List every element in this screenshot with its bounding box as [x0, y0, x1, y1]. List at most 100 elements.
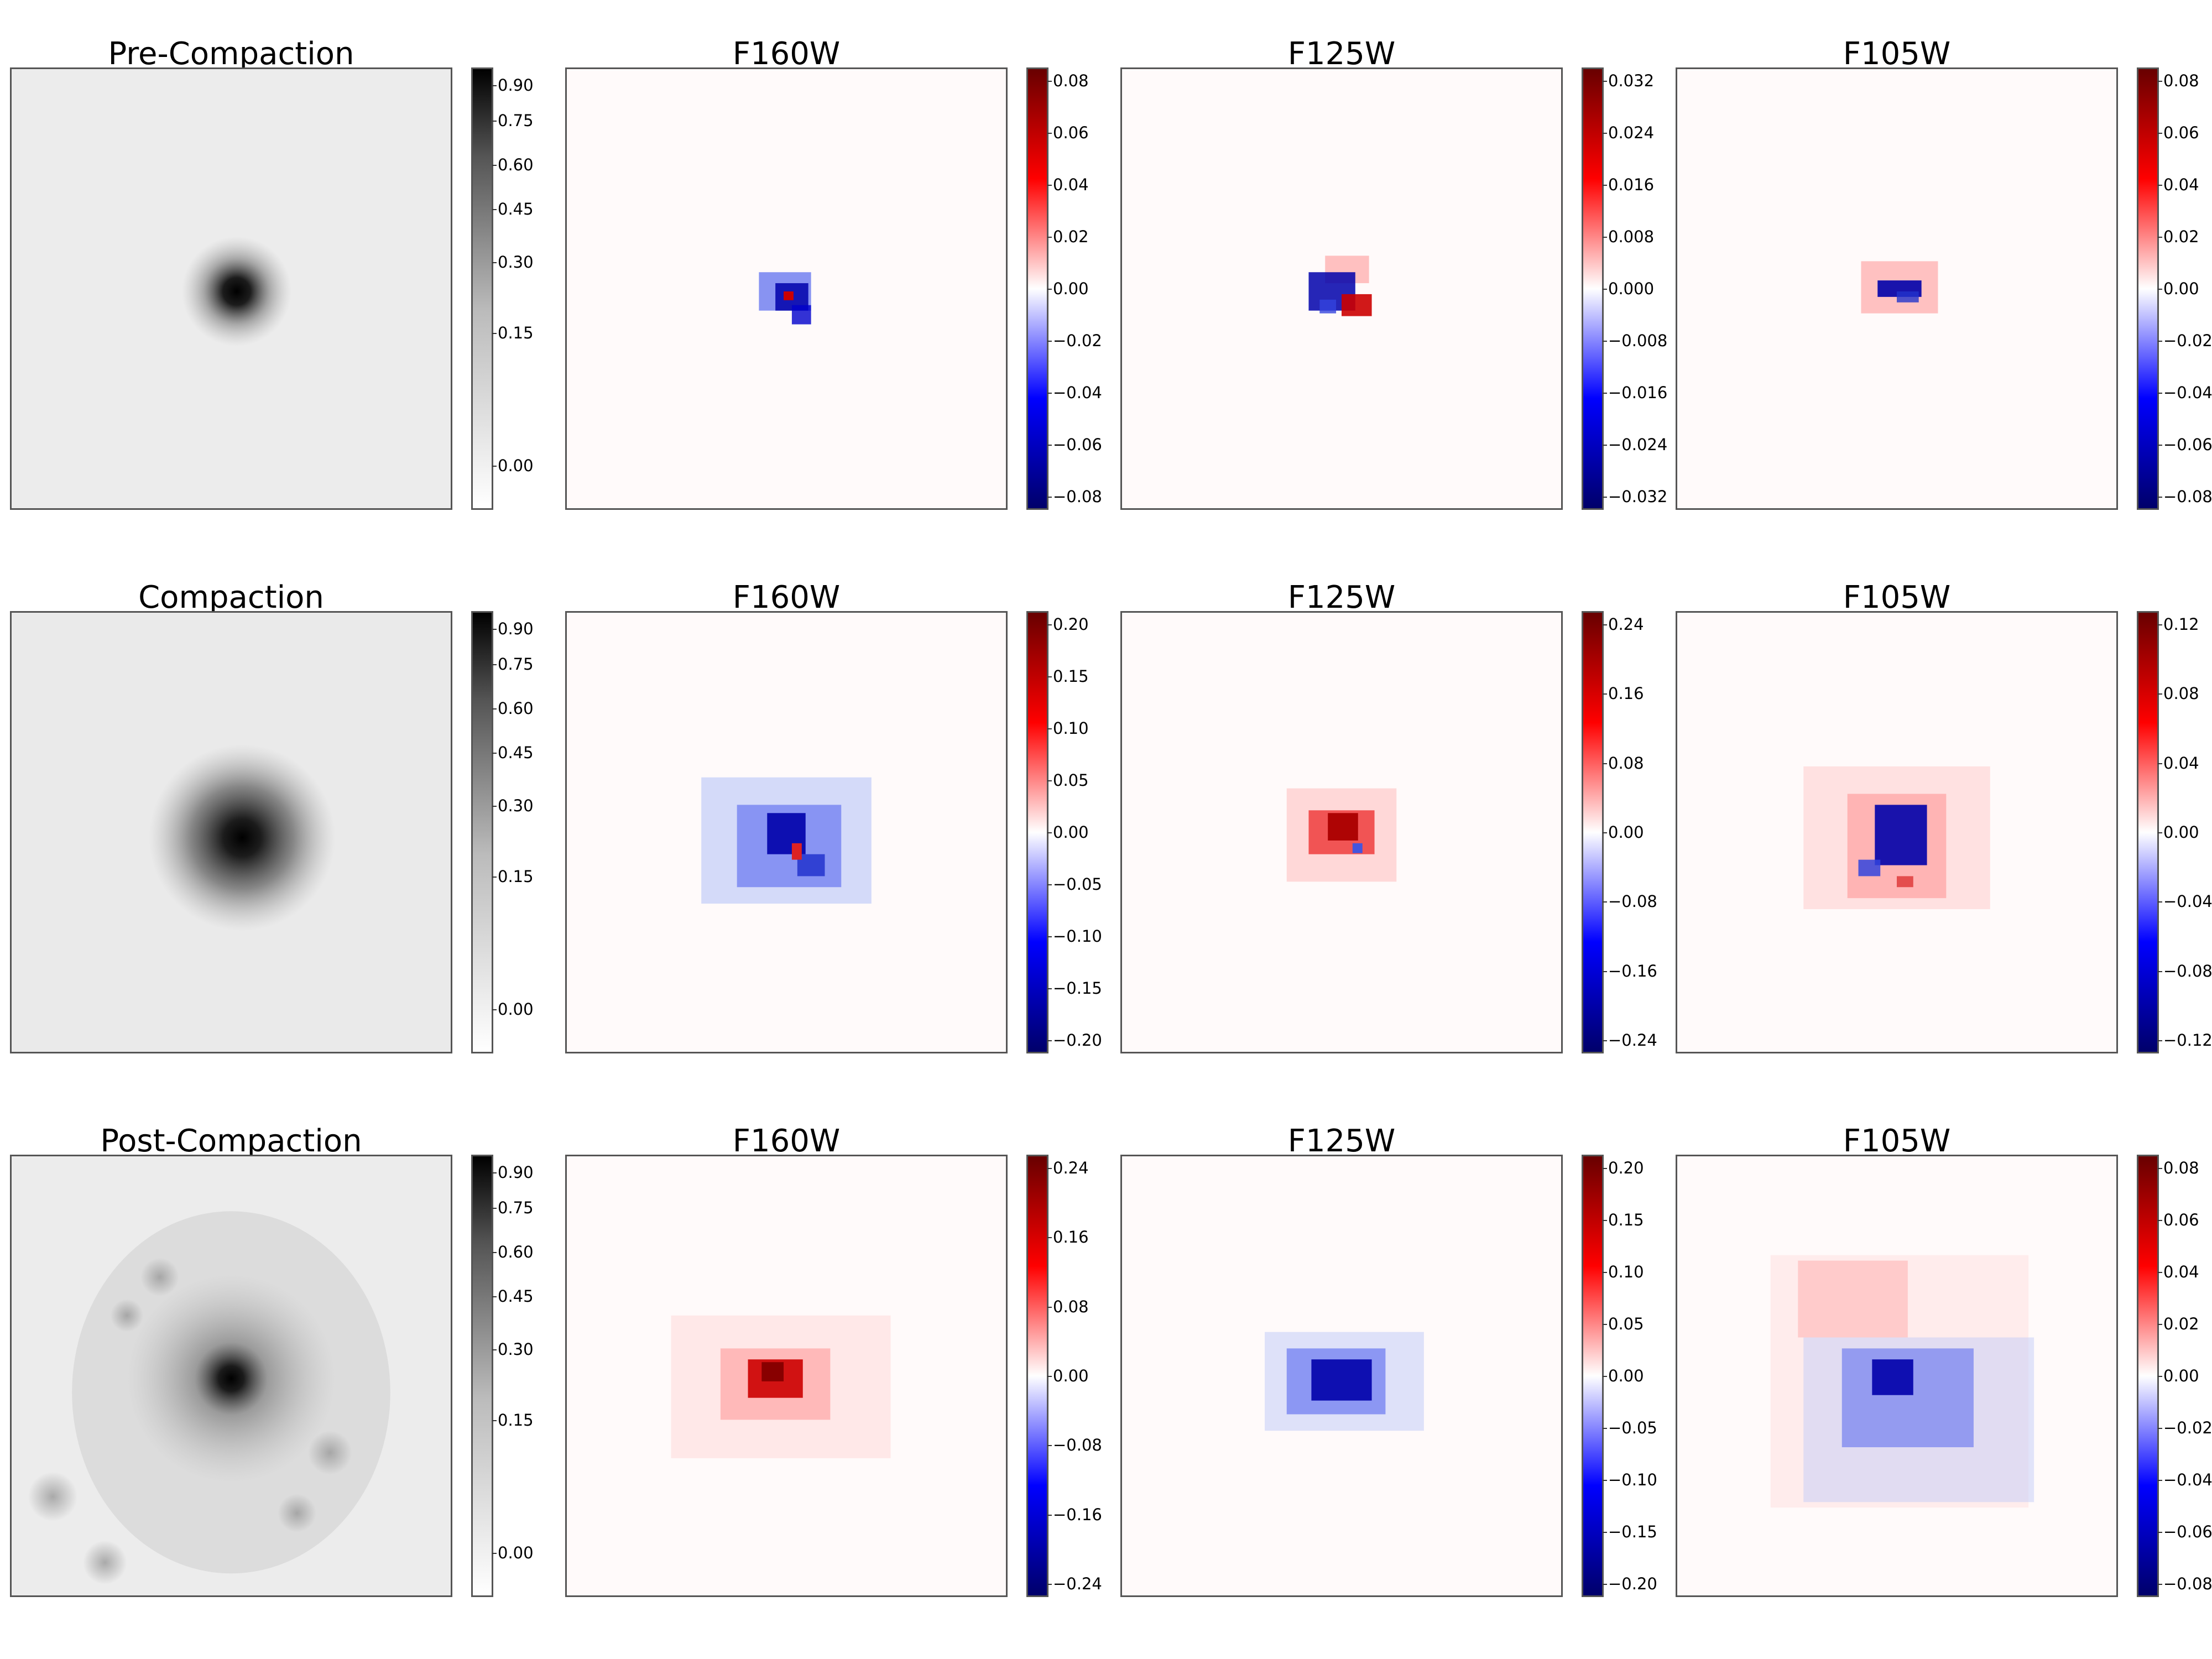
colorbar-tick-label: 0.15 — [1603, 1211, 1644, 1229]
colorbar-tick-label: −0.02 — [1047, 331, 1102, 350]
colorbar-tick-label: −0.20 — [1603, 1574, 1657, 1593]
colorbar-tick-label: −0.04 — [1047, 383, 1102, 402]
colorbar-tick-label: 0.15 — [492, 867, 534, 886]
colorbar-grayscale — [471, 1155, 493, 1597]
colorbar-tick-label: 0.45 — [492, 1287, 534, 1306]
residual-map-f125w — [1120, 67, 1563, 510]
colorbar-tick-label: 0.15 — [1047, 667, 1089, 686]
colorbar-tick-label: −0.024 — [1602, 435, 1668, 454]
colorbar-tick-label: −0.016 — [1602, 383, 1668, 402]
colorbar-tick-label: −0.02 — [2158, 1418, 2212, 1437]
residual-map-f160w — [565, 1155, 1008, 1597]
colorbar-tick-label: −0.08 — [1047, 487, 1102, 506]
colorbar-tick-label: 0.016 — [1602, 175, 1655, 194]
galaxy-image-post-compaction — [10, 1155, 452, 1597]
row-title-post-compaction: Post-Compaction — [100, 1123, 362, 1159]
colorbar-tick-label: −0.06 — [2158, 1522, 2212, 1541]
colorbar-tick-label: −0.08 — [1603, 892, 1657, 911]
colorbar-tick-label: −0.08 — [2158, 961, 2212, 980]
colorbar-tick-label: 0.00 — [492, 456, 534, 475]
colorbar-diverging — [1582, 67, 1604, 510]
colorbar-tick-label: 0.00 — [492, 1000, 534, 1019]
colorbar-tick-label: 0.00 — [2158, 279, 2199, 298]
galaxy-image-pre-compaction — [10, 67, 452, 510]
row-title-pre-compaction: Pre-Compaction — [108, 36, 354, 72]
colorbar-tick-label: 0.30 — [492, 1340, 534, 1359]
colorbar-tick-label: 0.00 — [2158, 1366, 2199, 1385]
residual-map-f105w — [1676, 611, 2118, 1053]
colorbar-diverging — [1026, 67, 1048, 510]
colorbar-tick-label: −0.06 — [2158, 435, 2212, 454]
colorbar-tick-label: 0.45 — [492, 200, 534, 218]
colorbar-tick-label: 0.04 — [2158, 1262, 2199, 1281]
colorbar-tick-label: 0.08 — [2158, 1159, 2199, 1177]
colorbar-tick-label: 0.60 — [492, 699, 534, 718]
colorbar-diverging — [2137, 67, 2159, 510]
colorbar-tick-label: 0.90 — [492, 1163, 534, 1182]
colorbar-diverging — [1026, 1155, 1048, 1597]
colorbar-diverging — [1026, 611, 1048, 1053]
colorbar-tick-label: 0.00 — [492, 1543, 534, 1562]
colorbar-tick-label: 0.02 — [1047, 227, 1089, 246]
colorbar-tick-label: −0.08 — [2158, 487, 2212, 506]
colorbar-diverging — [1582, 1155, 1604, 1597]
colorbar-tick-label: −0.04 — [2158, 892, 2212, 911]
colorbar-tick-label: −0.05 — [1603, 1418, 1657, 1437]
colorbar-tick-label: 0.05 — [1603, 1314, 1644, 1333]
colorbar-tick-label: −0.20 — [1047, 1031, 1102, 1050]
colorbar-grayscale — [471, 67, 493, 510]
colorbar-tick-label: 0.00 — [2158, 823, 2199, 842]
residual-map-f105w — [1676, 1155, 2118, 1597]
colorbar-tick-label: 0.08 — [1047, 71, 1089, 90]
filter-title-f125w: F125W — [1287, 1123, 1396, 1159]
colorbar-tick-label: 0.00 — [1047, 823, 1089, 842]
colorbar-tick-label: 0.00 — [1603, 1366, 1644, 1385]
colorbar-tick-label: 0.06 — [1047, 123, 1089, 142]
colorbar-tick-label: 0.15 — [492, 1411, 534, 1430]
colorbar-tick-label: 0.02 — [2158, 1314, 2199, 1333]
colorbar-tick-label: 0.06 — [2158, 123, 2199, 142]
colorbar-tick-label: −0.04 — [2158, 1470, 2212, 1489]
row-title-compaction: Compaction — [138, 580, 324, 615]
colorbar-tick-label: 0.024 — [1602, 123, 1655, 142]
colorbar-tick-label: 0.75 — [492, 1198, 534, 1217]
colorbar-tick-label: 0.08 — [1603, 753, 1644, 773]
colorbar-tick-label: −0.02 — [2158, 331, 2212, 350]
filter-title-f160w: F160W — [732, 36, 841, 72]
colorbar-diverging — [2137, 1155, 2159, 1597]
colorbar-tick-label: −0.08 — [1047, 1436, 1102, 1455]
filter-title-f105w: F105W — [1843, 36, 1951, 72]
colorbar-tick-label: 0.08 — [2158, 684, 2199, 703]
colorbar-tick-label: 0.10 — [1603, 1262, 1644, 1281]
colorbar-diverging — [1582, 611, 1604, 1053]
colorbar-tick-label: 0.000 — [1602, 279, 1655, 298]
colorbar-tick-label: 0.20 — [1603, 1159, 1644, 1177]
filter-title-f125w: F125W — [1287, 580, 1396, 615]
residual-map-f105w — [1676, 67, 2118, 510]
colorbar-tick-label: −0.16 — [1047, 1505, 1102, 1524]
colorbar-tick-label: 0.04 — [2158, 753, 2199, 773]
colorbar-tick-label: −0.15 — [1603, 1522, 1657, 1541]
colorbar-tick-label: 0.08 — [1047, 1297, 1089, 1316]
colorbar-tick-label: 0.90 — [492, 619, 534, 638]
residual-map-f125w — [1120, 1155, 1563, 1597]
colorbar-tick-label: 0.24 — [1603, 615, 1644, 634]
colorbar-tick-label: −0.032 — [1602, 487, 1668, 506]
colorbar-tick-label: −0.24 — [1603, 1031, 1657, 1050]
colorbar-tick-label: 0.75 — [492, 655, 534, 674]
colorbar-tick-label: 0.02 — [2158, 227, 2199, 246]
galaxy-image-compaction — [10, 611, 452, 1053]
colorbar-tick-label: 0.05 — [1047, 771, 1089, 790]
colorbar-tick-label: −0.10 — [1603, 1470, 1657, 1489]
filter-title-f105w: F105W — [1843, 580, 1951, 615]
colorbar-tick-label: −0.008 — [1602, 331, 1668, 350]
residual-map-f125w — [1120, 611, 1563, 1053]
colorbar-tick-label: 0.45 — [492, 743, 534, 762]
colorbar-tick-label: 0.08 — [2158, 71, 2199, 90]
colorbar-tick-label: 0.16 — [1047, 1228, 1089, 1247]
colorbar-tick-label: −0.04 — [2158, 383, 2212, 402]
colorbar-tick-label: 0.60 — [492, 1243, 534, 1261]
colorbar-tick-label: 0.90 — [492, 76, 534, 95]
colorbar-tick-label: 0.04 — [2158, 175, 2199, 194]
colorbar-tick-label: 0.10 — [1047, 719, 1089, 738]
